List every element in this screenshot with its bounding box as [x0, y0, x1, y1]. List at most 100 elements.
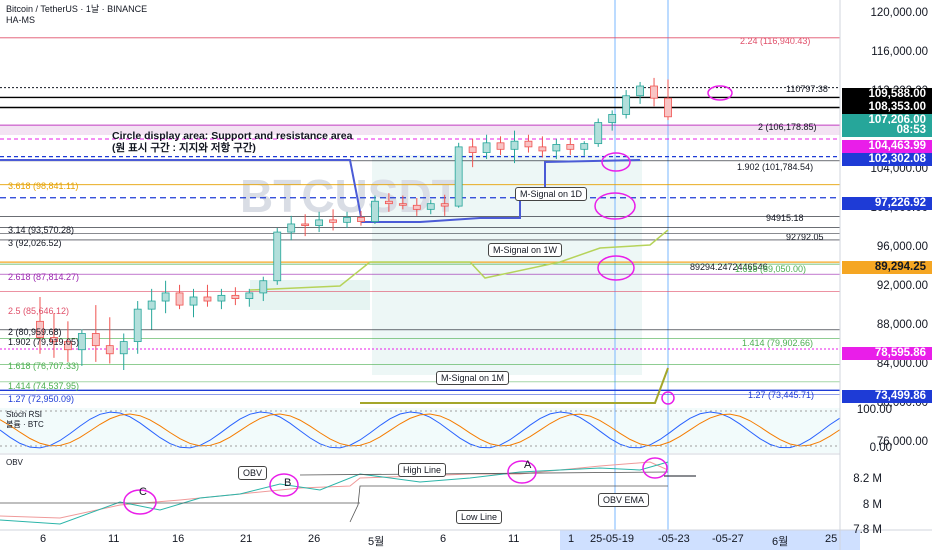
price-tag: 104,463.99 [842, 140, 932, 153]
fib-level-label: 1.902 (101,784.54) [737, 162, 814, 172]
stoch-title[interactable]: Stoch RSI [6, 410, 43, 419]
candle-body-14 [231, 294, 240, 300]
fib-level-label: 89294.2472446546 [690, 262, 768, 272]
obv-axis-label[interactable]: 8.2 M [853, 473, 882, 485]
candle-body-21 [329, 219, 337, 223]
stoch-k-line [0, 411, 841, 449]
candle-body-22 [343, 217, 351, 223]
price-axis-label[interactable]: 120,000.00 [870, 7, 928, 19]
obv-low-line-2 [349, 485, 668, 523]
candle-body-38 [566, 144, 575, 150]
candle-body-28 [426, 203, 435, 210]
price-axis-label[interactable]: 76,000.00 [876, 436, 928, 448]
fib-level-label: 3 (92,026.52) [8, 238, 62, 248]
stoch-subtitle: 볼륨 · BTC [6, 420, 44, 429]
price-tag: 73,499.86 [842, 390, 932, 403]
obv-callout: OBV [238, 466, 268, 480]
fib-level-label: 1.27 (72,950.09) [8, 394, 75, 404]
candle-body-5 [105, 345, 114, 355]
price-tag: 78,595.86 [842, 347, 932, 360]
obv-ema-callout: OBV EMA [598, 493, 650, 507]
stoch-axis-label[interactable]: 0.00 [869, 442, 892, 454]
candle-body-37 [552, 144, 561, 152]
candle-body-18 [287, 223, 296, 233]
candle-body-42 [622, 95, 631, 115]
candle-body-33 [496, 142, 505, 150]
candle-body-2 [64, 341, 72, 351]
indicator-name[interactable]: HA-MS [6, 15, 35, 25]
candle-body-41 [608, 114, 617, 123]
candle-body-4 [91, 333, 100, 347]
obv-circle-3 [642, 457, 668, 479]
time-axis-label[interactable]: 6 [440, 533, 447, 545]
fib-level-label: 3.618 (98,841.11) [8, 181, 79, 191]
m-signal-1d-line [0, 159, 641, 223]
price-axis-label[interactable]: 92,000.00 [876, 280, 928, 292]
candle-body-24 [371, 200, 379, 222]
resistance-band [0, 125, 840, 135]
fib-level-label: 94915.18 [766, 213, 804, 223]
time-axis-label[interactable]: 11 [508, 533, 520, 545]
fib-level-label: 1.414 (74,537.95) [8, 381, 80, 391]
candle-body-9 [161, 292, 170, 302]
candle-body-39 [580, 143, 589, 150]
time-axis-label[interactable]: -05-27 [712, 533, 744, 545]
m-signal-1w-callout: M-Signal on 1W [488, 243, 563, 257]
time-axis-label[interactable]: 11 [108, 533, 120, 545]
time-axis-label[interactable]: 6월 [772, 536, 789, 548]
price-tag: 97,226.92 [842, 197, 932, 210]
price-axis-label[interactable]: 104,000.00 [870, 163, 928, 175]
time-axis-label[interactable]: 25-05-19 [590, 533, 635, 545]
candle-body-8 [147, 300, 156, 310]
obv-title[interactable]: OBV [6, 458, 23, 467]
price-axis-label[interactable]: 84,000.00 [876, 358, 928, 370]
price-axis-label[interactable]: 116,000.00 [871, 46, 928, 58]
obv-circle-0 [123, 489, 157, 515]
candle-body-44 [650, 85, 658, 99]
symbol-title[interactable]: Bitcoin / TetherUS · 1날 · BINANCE [6, 4, 148, 14]
fib-level-label: 2.24 (116,940.43) [740, 36, 811, 46]
time-axis-label[interactable]: 26 [308, 533, 321, 545]
obv-axis-label[interactable]: 8 M [862, 499, 882, 511]
price-tag: 102,302.08 [842, 153, 932, 166]
m-signal-1w-line [249, 229, 669, 291]
candle-body-3 [77, 333, 86, 351]
mark-c: C [139, 486, 147, 498]
candle-body-25 [384, 200, 393, 205]
candle-body-34 [510, 140, 519, 150]
ichimoku-cloud-1 [250, 280, 370, 310]
time-axis-label[interactable]: 1 [568, 533, 575, 545]
fib-level-label: 3.14 (93,570.28) [8, 225, 75, 235]
fib-level-label: 2 (106,178.85) [758, 122, 817, 132]
price-axis-label[interactable]: 96,000.00 [876, 241, 928, 253]
watermark: BTCUSDT [240, 170, 460, 222]
fib-level-label: 1.618 (76,707.33) [8, 361, 80, 371]
low-line-callout: Low Line [456, 510, 503, 524]
time-range-highlight [560, 530, 860, 550]
candle-body-45 [664, 97, 672, 118]
fib-level-label: 1.27 (73,445.71) [748, 390, 815, 400]
time-axis-label[interactable]: 6 [40, 533, 47, 545]
sr-circle-0 [707, 85, 733, 101]
stoch-axis-label[interactable]: 100.00 [856, 404, 892, 416]
price-tag: 89,294.25 [842, 261, 932, 274]
price-tag: 109,588.00 [842, 88, 932, 101]
obv-axis-label[interactable]: 7.8 M [853, 524, 882, 536]
candle-body-7 [133, 308, 142, 343]
time-axis-label[interactable]: 5월 [368, 536, 385, 548]
time-axis-label[interactable]: 25 [825, 533, 838, 545]
candle-body-36 [538, 146, 547, 152]
stoch-d-line [0, 413, 841, 447]
candle-body-26 [398, 203, 407, 206]
price-axis-label[interactable]: 88,000.00 [876, 319, 928, 331]
circle-note-en: Circle display area: Support and resista… [112, 130, 353, 142]
m-signal-1m-callout: M-Signal on 1M [436, 371, 510, 385]
fib-level-label: 2.5 (85,646.12) [8, 306, 70, 316]
obv-high-line [299, 471, 669, 476]
sr-circle-1 [601, 152, 631, 172]
time-axis-label[interactable]: -05-23 [658, 533, 690, 545]
time-axis-label[interactable]: 21 [240, 533, 253, 545]
fib-level-label: 1.414 (79,902.66) [742, 338, 814, 348]
time-axis-label[interactable]: 16 [172, 533, 185, 545]
